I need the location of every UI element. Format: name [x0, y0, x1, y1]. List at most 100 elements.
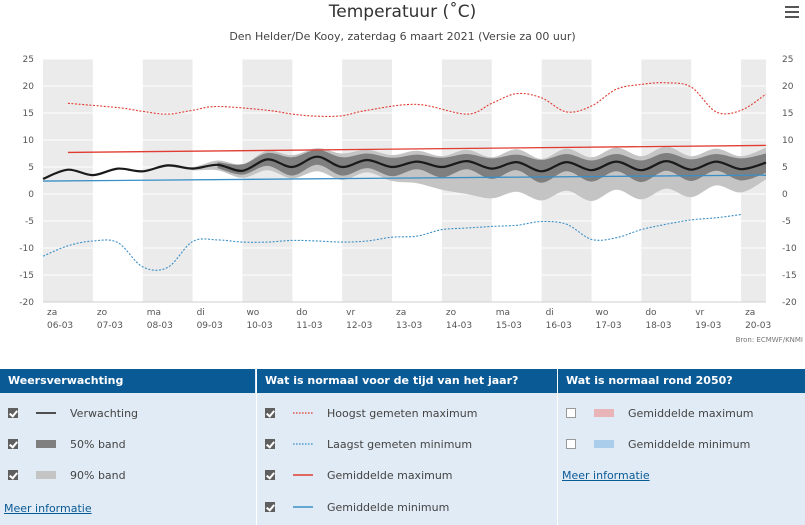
checkbox-checked[interactable] — [265, 439, 275, 449]
x-tick-day: di — [546, 308, 554, 318]
y-tick-label-left: 0 — [28, 190, 34, 200]
x-tick-date: 16-03 — [546, 321, 572, 331]
y-tick-label-right: 0 — [782, 190, 788, 200]
legend-item-label: 90% band — [70, 468, 126, 482]
legend-item-label: Verwachting — [70, 406, 139, 420]
y-tick-label-left: 20 — [23, 82, 35, 92]
more-info-link-forecast[interactable]: Meer informatie — [4, 502, 92, 515]
chart-area: Temperatuur (˚C) Den Helder/De Kooy, zat… — [19, 2, 803, 344]
legend-swatch-icon — [592, 407, 616, 419]
y-tick-label-left: 25 — [23, 55, 34, 65]
chart-title: Temperatuur (˚C) — [328, 2, 477, 22]
x-tick-day: wo — [246, 308, 259, 318]
checkbox-checked[interactable] — [8, 439, 18, 449]
y-tick-label-left: 10 — [23, 136, 35, 146]
legend-swatch-icon — [291, 501, 315, 513]
chart-subtitle: Den Helder/De Kooy, zaterdag 6 maart 202… — [229, 30, 576, 43]
legend-item-label: Gemiddelde minimum — [327, 500, 450, 514]
x-tick-date: 10-03 — [246, 321, 272, 331]
y-tick-label-left: -20 — [19, 298, 34, 308]
legend-item[interactable]: Laagst gemeten minimum — [265, 436, 472, 452]
legend-column-2050: Wat is normaal rond 2050? Gemiddelde max… — [557, 369, 805, 525]
x-tick-day: wo — [595, 308, 608, 318]
y-tick-label-right: -20 — [782, 298, 797, 308]
band-50-area — [217, 149, 766, 183]
x-tick-date: 11-03 — [296, 321, 322, 331]
legend-item[interactable]: Verwachting — [8, 405, 138, 421]
x-tick-day: vr — [695, 308, 704, 318]
legend-swatch-icon — [34, 407, 58, 419]
day-stripe — [342, 59, 393, 302]
source-credit: Bron: ECMWF/KNMI — [735, 336, 803, 344]
x-tick-day: ma — [496, 308, 510, 318]
y-tick-label-left: 5 — [28, 163, 34, 173]
legend-swatch-icon — [291, 407, 315, 419]
legend-swatch-icon — [34, 469, 58, 481]
legend-swatch-icon — [34, 438, 58, 450]
legend-item[interactable]: Gemiddelde minimum — [265, 499, 449, 515]
x-tick-day: do — [645, 308, 657, 318]
legend-item[interactable]: Gemiddelde maximum — [566, 405, 754, 421]
legend-item[interactable]: 50% band — [8, 436, 126, 452]
x-tick-date: 14-03 — [446, 321, 472, 331]
y-tick-label-left: -10 — [19, 244, 34, 254]
temperature-chart: 25 25 20 20 15 15 10 10 5 5 0 0 -5 -5 -10 -10 -15 -15 -20 -… — [19, 55, 797, 331]
forecast-line — [42, 155, 767, 180]
checkbox-unchecked[interactable] — [566, 439, 576, 449]
checkbox-checked[interactable] — [265, 502, 275, 512]
y-tick-label-left: -5 — [25, 217, 34, 227]
legend-item-label: Hoogst gemeten maximum — [327, 406, 478, 420]
checkbox-unchecked[interactable] — [566, 408, 576, 418]
y-tick-label-right: 25 — [782, 55, 793, 65]
y-tick-label-right: 10 — [782, 136, 794, 146]
x-tick-date: 20-03 — [745, 321, 771, 331]
y-tick-label-left: 15 — [23, 109, 34, 119]
avg-max-line — [67, 144, 767, 154]
legend-panel: Weersverwachting Verwachting 50% band 90% … — [0, 369, 805, 525]
x-tick-day: za — [47, 308, 57, 318]
x-tick-day: za — [745, 308, 755, 318]
x-tick-day: zo — [446, 308, 457, 318]
x-tick-date: 07-03 — [97, 321, 123, 331]
legend-item-label: 50% band — [70, 437, 126, 451]
x-tick-date: 13-03 — [396, 321, 422, 331]
checkbox-checked[interactable] — [265, 408, 275, 418]
more-info-link-2050[interactable]: Meer informatie — [562, 469, 650, 482]
y-tick-label-right: 5 — [782, 163, 788, 173]
legend-column-normal: Wat is normaal voor de tijd van het jaar… — [256, 369, 557, 525]
lowest-min-line — [42, 213, 742, 271]
x-tick-day: di — [197, 308, 205, 318]
checkbox-checked[interactable] — [8, 408, 18, 418]
day-stripe — [242, 59, 293, 302]
x-tick-date: 18-03 — [645, 321, 671, 331]
x-tick-day: zo — [97, 308, 108, 318]
legend-item-label: Gemiddelde maximum — [628, 406, 754, 420]
legend-item-label: Gemiddelde minimum — [628, 437, 751, 451]
x-tick-date: 08-03 — [147, 321, 173, 331]
x-tick-date: 12-03 — [346, 321, 372, 331]
y-tick-label-right: 15 — [782, 109, 793, 119]
x-tick-date: 15-03 — [496, 321, 522, 331]
x-tick-date: 19-03 — [695, 321, 721, 331]
checkbox-checked[interactable] — [265, 470, 275, 480]
avg-min-line — [42, 174, 767, 182]
x-tick-day: za — [396, 308, 406, 318]
x-tick-date: 17-03 — [595, 321, 621, 331]
y-tick-label-right: -15 — [782, 271, 797, 281]
y-tick-label-right: 20 — [782, 82, 794, 92]
legend-heading-normal: Wat is normaal voor de tijd van het jaar… — [257, 369, 557, 393]
legend-item[interactable]: 90% band — [8, 467, 126, 483]
hamburger-menu-icon[interactable] — [785, 6, 799, 18]
legend-item[interactable]: Gemiddelde maximum — [265, 467, 453, 483]
legend-heading-forecast: Weersverwachting — [0, 369, 255, 393]
checkbox-checked[interactable] — [8, 470, 18, 480]
x-tick-day: vr — [346, 308, 355, 318]
x-tick-day: do — [296, 308, 308, 318]
legend-item[interactable]: Hoogst gemeten maximum — [265, 405, 477, 421]
legend-swatch-icon — [291, 438, 315, 450]
x-tick-day: ma — [147, 308, 161, 318]
legend-heading-2050: Wat is normaal rond 2050? — [558, 369, 805, 393]
legend-item[interactable]: Gemiddelde minimum — [566, 436, 750, 452]
legend-swatch-icon — [291, 469, 315, 481]
legend-item-label: Laagst gemeten minimum — [327, 437, 473, 451]
